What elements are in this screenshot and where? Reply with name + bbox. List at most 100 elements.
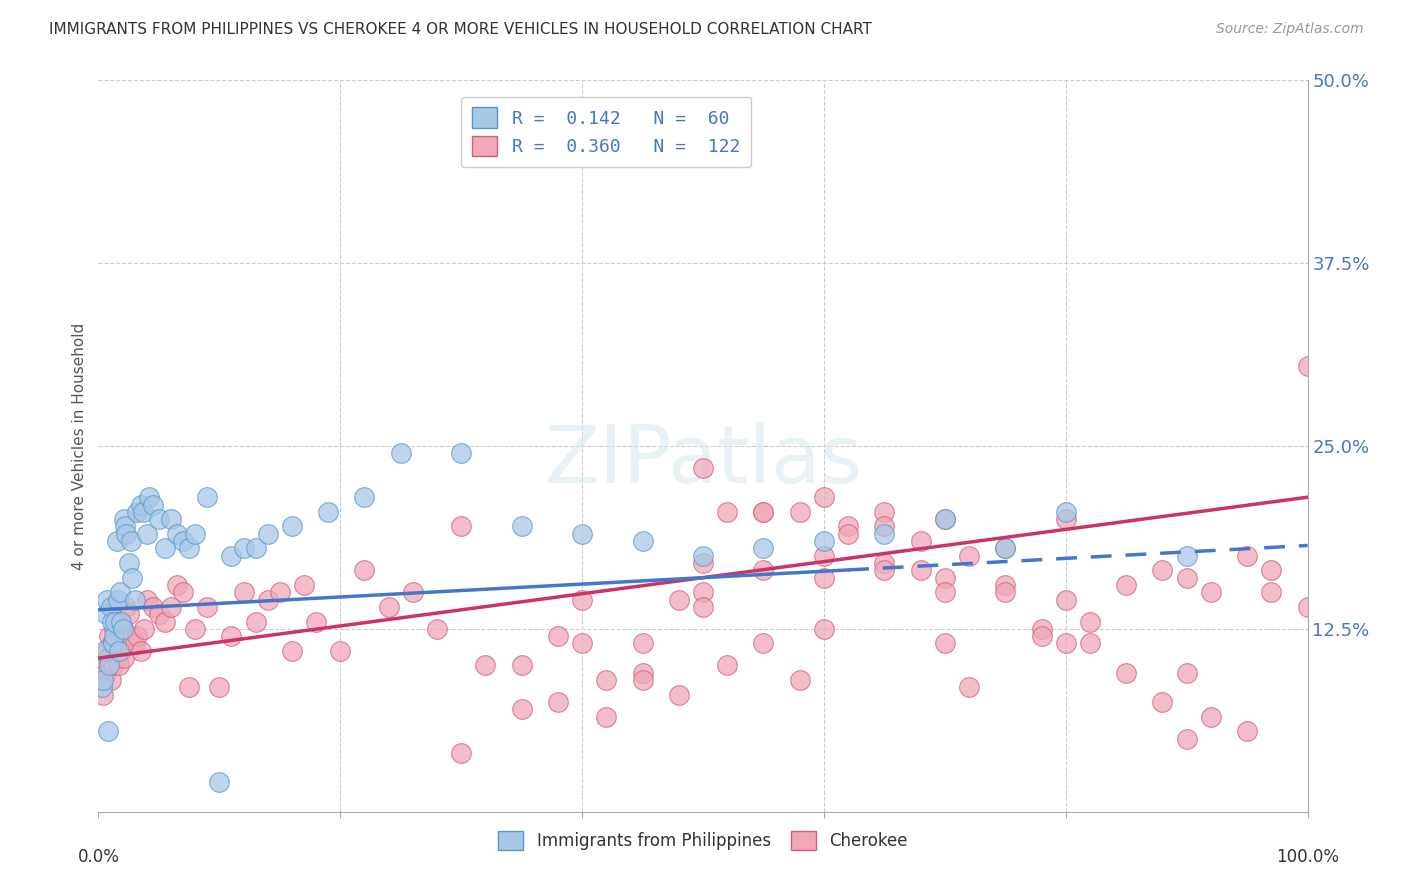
Point [120, 629, 142, 643]
Point [1031, 622, 1053, 636]
Point [108, 585, 131, 599]
Point [112, 512, 135, 526]
Point [716, 658, 738, 673]
Point [97, 724, 120, 739]
Point [873, 519, 896, 533]
Point [668, 688, 690, 702]
Point [377, 599, 399, 614]
Point [93, 658, 115, 673]
Point [789, 673, 811, 687]
Point [1078, 636, 1101, 650]
Point [135, 592, 157, 607]
Point [153, 615, 176, 629]
Point [127, 505, 149, 519]
Point [450, 446, 472, 460]
Point [752, 636, 775, 650]
Point [132, 505, 155, 519]
Point [221, 629, 243, 643]
Point [269, 585, 291, 599]
Point [837, 519, 859, 533]
Point [1296, 599, 1319, 614]
Point [115, 599, 138, 614]
Point [934, 512, 956, 526]
Point [111, 622, 134, 636]
Point [752, 541, 775, 556]
Point [142, 498, 165, 512]
Point [910, 534, 932, 549]
Point [172, 534, 194, 549]
Point [1296, 359, 1319, 373]
Point [1152, 695, 1174, 709]
Point [692, 599, 714, 614]
Point [389, 446, 412, 460]
Point [221, 549, 243, 563]
Point [172, 585, 194, 599]
Text: Source: ZipAtlas.com: Source: ZipAtlas.com [1216, 22, 1364, 37]
Legend: Immigrants from Philippines, Cherokee: Immigrants from Philippines, Cherokee [491, 822, 915, 858]
Point [124, 636, 146, 650]
Text: 0.0%: 0.0% [77, 848, 120, 866]
Point [934, 512, 956, 526]
Point [129, 644, 152, 658]
Point [101, 658, 124, 673]
Point [631, 665, 654, 680]
Point [104, 615, 127, 629]
Point [752, 505, 775, 519]
Point [571, 526, 593, 541]
Point [692, 556, 714, 570]
Point [179, 541, 201, 556]
Point [692, 585, 714, 599]
Point [160, 512, 183, 526]
Point [1031, 629, 1053, 643]
Point [121, 571, 143, 585]
Point [120, 534, 142, 549]
Point [353, 490, 375, 504]
Point [91, 688, 114, 702]
Point [595, 709, 617, 723]
Point [232, 541, 254, 556]
Point [184, 526, 207, 541]
Point [305, 615, 328, 629]
Point [716, 505, 738, 519]
Point [104, 644, 127, 658]
Point [1260, 563, 1282, 577]
Point [692, 549, 714, 563]
Point [111, 622, 134, 636]
Point [96, 592, 118, 607]
Point [1199, 709, 1222, 723]
Point [91, 673, 114, 687]
Point [789, 505, 811, 519]
Point [692, 461, 714, 475]
Point [547, 695, 569, 709]
Point [631, 534, 654, 549]
Point [994, 541, 1017, 556]
Point [100, 636, 122, 650]
Point [134, 622, 156, 636]
Point [118, 556, 141, 570]
Point [994, 541, 1017, 556]
Point [1236, 724, 1258, 739]
Point [101, 636, 124, 650]
Point [110, 644, 132, 658]
Point [1115, 665, 1137, 680]
Point [91, 681, 114, 695]
Point [292, 578, 315, 592]
Point [1054, 592, 1077, 607]
Point [510, 519, 533, 533]
Point [510, 702, 533, 716]
Point [1054, 636, 1077, 650]
Point [1175, 665, 1198, 680]
Point [98, 658, 121, 673]
Point [100, 599, 122, 614]
Point [813, 534, 835, 549]
Point [316, 505, 339, 519]
Point [108, 658, 131, 673]
Point [631, 636, 654, 650]
Point [1199, 585, 1222, 599]
Point [94, 607, 117, 622]
Point [112, 651, 135, 665]
Point [813, 571, 835, 585]
Point [153, 541, 176, 556]
Point [160, 599, 183, 614]
Point [752, 505, 775, 519]
